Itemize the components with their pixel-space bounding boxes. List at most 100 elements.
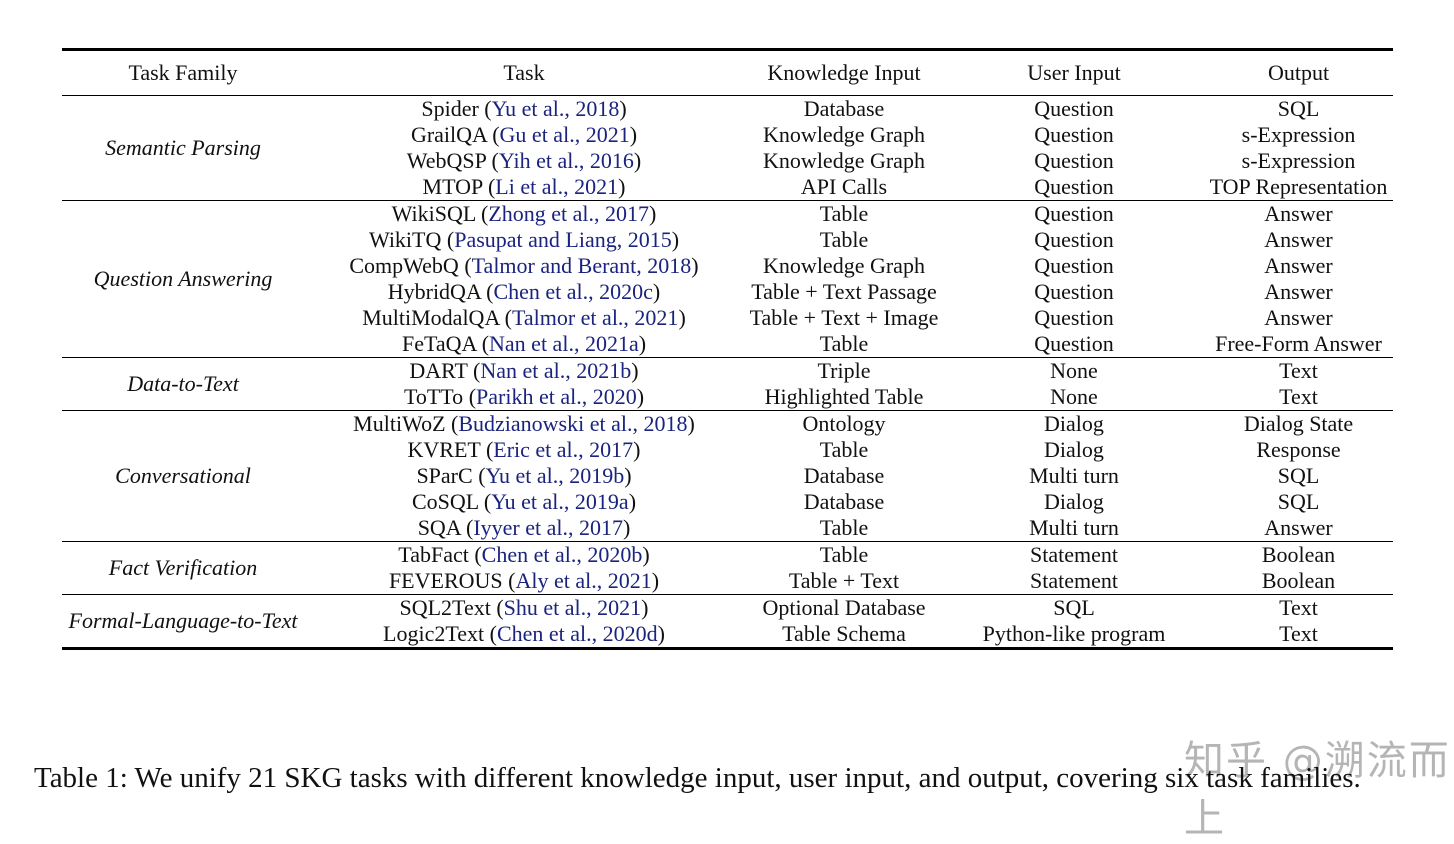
citation-link[interactable]: Chen et al., 2020c [493,279,653,304]
task-name: CoSQL [411,489,479,514]
user-input-cell: None [1050,384,1098,409]
task-name: SQA [417,515,461,540]
output-cell: Dialog State [1204,410,1393,437]
citation-link[interactable]: Eric et al., 2017 [493,437,634,462]
citation-link[interactable]: Pasupat and Liang, 2015 [454,227,672,252]
knowledge-input-cell: Database [803,96,885,121]
results-table-container: Task Family Task Knowledge Input User In… [62,48,1393,650]
citation-link[interactable]: Nan et al., 2021b [480,358,632,383]
citation-link[interactable]: Aly et al., 2021 [515,568,652,593]
task-cell: SParC (Yu et al., 2019b) [416,463,632,488]
user-input-cell: Dialog [1044,489,1104,514]
table-row: CoSQL (Yu et al., 2019a) Database Dialog SQ… [62,489,1393,515]
output-cell: Boolean [1261,568,1336,593]
table-row: Conversational MultiWoZ (Budzianowski et … [62,410,1393,542]
task-cell: ToTTo (Parikh et al., 2020) [403,384,645,409]
user-input-cell: Multi turn [1029,463,1119,488]
output-cell: Answer [1264,253,1333,278]
user-input-cell: Question [1034,174,1114,199]
citation-link[interactable]: Shu et al., 2021 [503,595,642,620]
citation-link[interactable]: Li et al., 2021 [495,174,619,199]
output-cell: SQL [1277,489,1320,514]
task-name: MultiWoZ [353,411,446,436]
citation-link[interactable]: Parikh et al., 2020 [476,384,637,409]
table-row: WikiTQ (Pasupat and Liang, 2015) Table Que… [62,227,1393,253]
output-cell: SQL [1277,463,1320,488]
knowledge-input-cell: Highlighted Table [764,384,924,409]
citation-link[interactable]: Gu et al., 2021 [499,122,630,147]
header-task: Task [304,49,744,96]
output-cell: Response [1256,437,1341,462]
table-caption: Table 1: We unify 21 SKG tasks with diff… [34,762,1361,794]
table-row: HybridQA (Chen et al., 2020c) Table + Tex… [62,279,1393,305]
output-cell: Text [1279,384,1318,409]
task-family-cell: Semantic Parsing [105,135,261,160]
knowledge-input-cell: Table [744,541,944,568]
citation-link[interactable]: Iyyer et al., 2017 [473,515,623,540]
knowledge-input-cell: Table Schema [782,621,906,646]
task-name: ToTTo [403,384,464,409]
task-cell: KVRET (Eric et al., 2017) [407,437,641,462]
user-input-cell: Question [1034,253,1114,278]
user-input-cell: None [944,357,1204,384]
citation-link[interactable]: Yu et al., 2018 [491,96,620,121]
output-cell: Answer [1264,305,1333,330]
user-input-cell: Dialog [1044,437,1104,462]
citation-link[interactable]: Talmor et al., 2021 [511,305,679,330]
knowledge-input-cell: Database [803,489,885,514]
task-cell: WikiSQL (Zhong et al., 2017) [304,200,744,227]
knowledge-input-cell: Table [819,227,869,252]
task-cell: GrailQA (Gu et al., 2021) [410,122,638,147]
output-cell: Answer [1264,515,1333,540]
output-cell: s-Expression [1241,122,1356,147]
task-family-cell: Data-to-Text [62,357,304,411]
task-cell: CoSQL (Yu et al., 2019a) [411,489,637,514]
output-cell: TOP Representation [1209,174,1388,199]
table-row: Logic2Text (Chen et al., 2020d) Table Sch… [62,621,1393,649]
knowledge-input-cell: Table [744,200,944,227]
knowledge-input-cell: Knowledge Graph [763,122,925,147]
table-row: ToTTo (Parikh et al., 2020) Highlighted T… [62,384,1393,411]
task-name: GrailQA [410,122,487,147]
table-row: Fact Verification TabFact (Chen et al., 2… [62,541,1393,595]
task-name: MultiModalQA [362,305,500,330]
citation-link[interactable]: Budzianowski et al., 2018 [458,411,688,436]
knowledge-input-cell: Triple [744,357,944,384]
task-family-cell: Conversational [62,410,304,542]
header-user-input: User Input [944,49,1204,96]
citation-link[interactable]: Yu et al., 2019b [485,463,625,488]
table-row: Question Answering WikiSQL (Zhong et al.,… [62,200,1393,358]
task-cell: FEVEROUS (Aly et al., 2021) [388,568,660,593]
table-row: WebQSP (Yih et al., 2016) Knowledge Graph… [62,148,1393,174]
user-input-cell: Question [1034,96,1114,121]
user-input-cell: Question [1034,305,1114,330]
citation-link[interactable]: Chen et al., 2020d [496,621,658,646]
header-knowledge-input: Knowledge Input [744,49,944,96]
knowledge-input-cell: Table [819,437,869,462]
citation-link[interactable]: Nan et al., 2021a [489,331,639,356]
output-cell: Answer [1204,200,1393,227]
task-name: FEVEROUS [388,568,503,593]
task-family-cell: Question Answering [62,200,304,358]
knowledge-input-cell: Database [803,463,885,488]
task-name: HybridQA [387,279,481,304]
task-name: MTOP [422,174,483,199]
citation-link[interactable]: Yu et al., 2019a [491,489,629,514]
knowledge-input-cell: Ontology [744,410,944,437]
task-name: WikiTQ [368,227,442,252]
citation-link[interactable]: Chen et al., 2020b [481,542,643,567]
header-task-family: Task Family [62,49,304,96]
knowledge-input-cell: Table + Text [788,568,900,593]
user-input-cell: Question [1034,122,1114,147]
task-cell: MTOP (Li et al., 2021) [422,174,626,199]
user-input-cell: Statement [944,541,1204,568]
task-name: FeTaQA [401,331,477,356]
table-row: Semantic Parsing Spider (Yu et al., 2018)… [62,96,1393,160]
knowledge-input-cell: API Calls [800,174,888,199]
task-name: TabFact [398,542,469,567]
table-row: FEVEROUS (Aly et al., 2021) Table + Text S… [62,568,1393,595]
citation-link[interactable]: Yih et al., 2016 [498,148,634,173]
knowledge-input-cell: Table [819,515,869,540]
citation-link[interactable]: Zhong et al., 2017 [488,201,650,226]
citation-link[interactable]: Talmor and Berant, 2018 [471,253,692,278]
